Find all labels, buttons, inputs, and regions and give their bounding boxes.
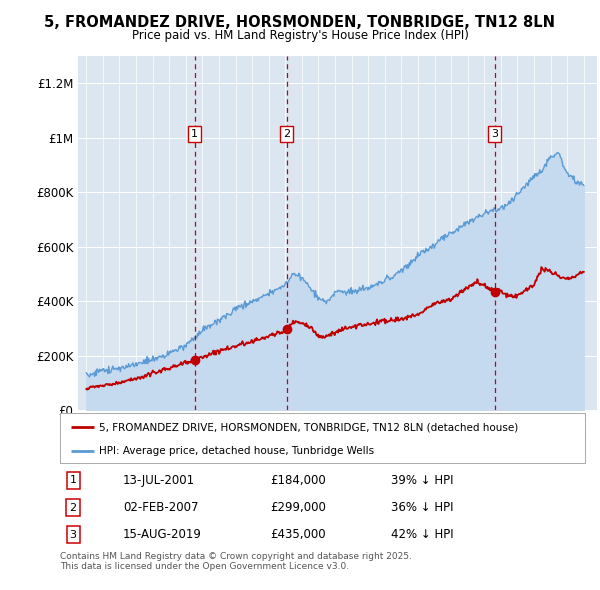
Text: 5, FROMANDEZ DRIVE, HORSMONDEN, TONBRIDGE, TN12 8LN: 5, FROMANDEZ DRIVE, HORSMONDEN, TONBRIDG… bbox=[44, 15, 556, 30]
Text: 2: 2 bbox=[283, 129, 290, 139]
Text: 02-FEB-2007: 02-FEB-2007 bbox=[123, 501, 199, 514]
Text: £435,000: £435,000 bbox=[270, 528, 326, 541]
Text: 3: 3 bbox=[491, 129, 498, 139]
Text: Contains HM Land Registry data © Crown copyright and database right 2025.
This d: Contains HM Land Registry data © Crown c… bbox=[60, 552, 412, 571]
Text: Price paid vs. HM Land Registry's House Price Index (HPI): Price paid vs. HM Land Registry's House … bbox=[131, 29, 469, 42]
Text: 15-AUG-2019: 15-AUG-2019 bbox=[123, 528, 202, 541]
Text: 1: 1 bbox=[191, 129, 198, 139]
Text: 42% ↓ HPI: 42% ↓ HPI bbox=[391, 528, 454, 541]
Text: 36% ↓ HPI: 36% ↓ HPI bbox=[391, 501, 453, 514]
Text: 5, FROMANDEZ DRIVE, HORSMONDEN, TONBRIDGE, TN12 8LN (detached house): 5, FROMANDEZ DRIVE, HORSMONDEN, TONBRIDG… bbox=[100, 422, 518, 432]
Text: £184,000: £184,000 bbox=[270, 474, 326, 487]
Text: 1: 1 bbox=[70, 476, 77, 486]
Text: HPI: Average price, detached house, Tunbridge Wells: HPI: Average price, detached house, Tunb… bbox=[100, 445, 374, 455]
Text: 2: 2 bbox=[70, 503, 77, 513]
Text: 3: 3 bbox=[70, 530, 77, 540]
Text: 39% ↓ HPI: 39% ↓ HPI bbox=[391, 474, 453, 487]
Text: 13-JUL-2001: 13-JUL-2001 bbox=[123, 474, 195, 487]
Text: £299,000: £299,000 bbox=[270, 501, 326, 514]
